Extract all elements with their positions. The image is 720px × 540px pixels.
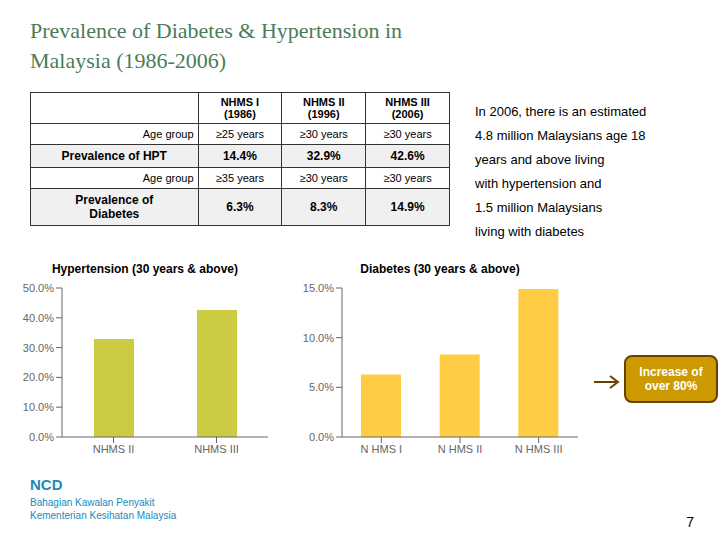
svg-text:N HMS I: N HMS I — [361, 443, 403, 455]
svg-text:15.0%: 15.0% — [303, 282, 334, 294]
svg-text:NHMS II: NHMS II — [93, 443, 135, 455]
svg-text:50.0%: 50.0% — [23, 282, 54, 294]
svg-text:N HMS II: N HMS II — [438, 443, 483, 455]
html-text:NHMS I (1986): NHMS I (1986) — [220, 96, 260, 120]
svg-text:10.0%: 10.0% — [23, 401, 54, 413]
html-text:Diabetes (30 years & above): Diabetes (30 years & above) — [360, 262, 520, 276]
html-text:In 2006, there is an estimated: In 2006, there is an estimated — [475, 104, 647, 119]
html-text:7: 7 — [686, 514, 694, 530]
svg-text:10.0%: 10.0% — [303, 332, 334, 344]
html-text:6.3%: 6.3% — [226, 200, 254, 214]
html-text:Bahagian Kawalan Penyakit Keme: Bahagian Kawalan Penyakit Kementerian Ke… — [30, 497, 177, 521]
svg-text:N HMS III: N HMS III — [515, 443, 563, 455]
svg-text:0.0%: 0.0% — [309, 431, 334, 443]
html-text:Age group: Age group — [142, 172, 194, 184]
html-text:4.8 million Malaysians age 18: 4.8 million Malaysians age 18 — [475, 128, 646, 143]
svg-text:5.0%: 5.0% — [309, 381, 334, 393]
html-text:14.4%: 14.4% — [222, 149, 257, 163]
html-text:14.9%: 14.9% — [390, 200, 425, 214]
html-text:≥35 years: ≥35 years — [215, 172, 264, 184]
html-text:Age group: Age group — [142, 128, 194, 140]
svg-text:40.0%: 40.0% — [23, 312, 54, 324]
html-text:NCD: NCD — [30, 476, 63, 493]
html-text:NHMS III (2006): NHMS III (2006) — [385, 96, 430, 120]
html-text:≥30 years: ≥30 years — [383, 172, 432, 184]
html-text:living with diabetes: living with diabetes — [475, 224, 585, 239]
html-text:≥25 years: ≥25 years — [215, 128, 264, 140]
html-text:≥30 years: ≥30 years — [383, 128, 432, 140]
html-text:≥30 years: ≥30 years — [299, 128, 348, 140]
svg-text:20.0%: 20.0% — [23, 371, 54, 383]
html-text:with hypertension and: with hypertension and — [475, 176, 602, 191]
svg-text:0.0%: 0.0% — [29, 431, 54, 443]
html-text:Increase of over 80%: Increase of over 80% — [639, 365, 703, 393]
html-text:Prevalence of HPT: Prevalence of HPT — [61, 149, 167, 163]
html-text:1.5 million Malaysians: 1.5 million Malaysians — [475, 200, 603, 215]
html-text:42.6%: 42.6% — [390, 149, 425, 163]
html-text:years and above living: years and above living — [475, 152, 605, 167]
svg-text:30.0%: 30.0% — [23, 342, 54, 354]
html-text:8.3%: 8.3% — [310, 200, 338, 214]
svg-text:NHMS III: NHMS III — [194, 443, 239, 455]
html-text:Hypertension (30 years & above: Hypertension (30 years & above) — [52, 262, 238, 276]
html-text:32.9%: 32.9% — [306, 149, 341, 163]
html-text:NHMS II (1996): NHMS II (1996) — [303, 96, 345, 120]
html-text:Prevalence of Diabetes & Hyper: Prevalence of Diabetes & Hypertension in… — [30, 18, 402, 73]
html-text:≥30 years: ≥30 years — [299, 172, 348, 184]
html-text:Prevalence of Diabetes: Prevalence of Diabetes — [75, 193, 154, 221]
